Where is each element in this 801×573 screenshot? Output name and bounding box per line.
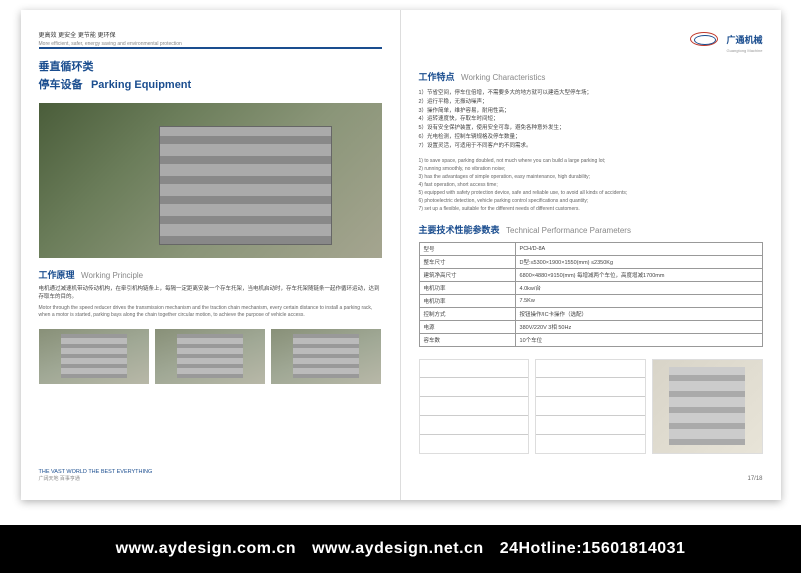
logo-subtitle: Guangtong Machine — [690, 48, 762, 53]
table-cell: 电源 — [419, 320, 515, 333]
technical-drawing-side — [535, 359, 646, 454]
table-cell: 4.0kw/台 — [515, 281, 762, 294]
wc-title-cn: 工作特点 — [419, 72, 455, 82]
diagram-row — [419, 359, 763, 454]
wp-title-cn: 工作原理 — [39, 270, 75, 280]
footer-url-2: www.aydesign.net.cn — [312, 540, 484, 558]
page-number: 17/18 — [747, 476, 762, 482]
footer-url-1: www.aydesign.com.cn — [116, 540, 297, 558]
wp-body-en: Motor through the speed reducer drives t… — [39, 305, 382, 319]
table-cell: 7.5Kw — [515, 294, 762, 307]
logo-text: 广通机械 — [726, 35, 762, 45]
table-row: 控制方式按钮操作/IC卡操作（选配） — [419, 307, 762, 320]
table-cell: 整车尺寸 — [419, 255, 515, 268]
table-cell: 6800×4880×9150(mm) 每增减两个车位，高度增减1700mm — [515, 268, 762, 281]
table-cell: 控制方式 — [419, 307, 515, 320]
thumb-photo-2 — [155, 329, 265, 384]
thumb-photo-3 — [271, 329, 381, 384]
table-cell: 380V/220V 3相 50Hz — [515, 320, 762, 333]
table-row: 整车尺寸D型:≤5300×1900×1550(mm) ≤2350Kg — [419, 255, 762, 268]
title-block: 垂直循环类 停车设备 Parking Equipment — [39, 57, 382, 93]
category-cn: 垂直循环类 — [39, 58, 94, 74]
table-cell: 10个车位 — [515, 333, 762, 346]
wc-title-en: Working Characteristics — [461, 73, 545, 82]
table-row: 电机功率7.5Kw — [419, 294, 762, 307]
two-page-spread: 更高效 更安全 更节能 更环保 More efficient, safer, e… — [21, 10, 781, 500]
company-logo: 广通机械 Guangtong Machine — [690, 30, 762, 53]
tp-title-cn: 主要技术性能参数表 — [419, 225, 500, 235]
wc-item-en: 5) equipped with safety protection devic… — [419, 189, 763, 197]
logo-swoosh-icon — [690, 32, 718, 46]
installation-photo — [652, 359, 763, 454]
tp-title-en: Technical Performance Parameters — [506, 226, 631, 235]
table-cell: 容车数 — [419, 333, 515, 346]
table-cell: 电机功率 — [419, 281, 515, 294]
table-cell: 建筑净高尺寸 — [419, 268, 515, 281]
wc-item-cn: 4）运转速度快，存取车时间短； — [419, 115, 763, 124]
header-divider — [39, 47, 382, 49]
tagline-cn: 更高效 更安全 更节能 更环保 — [39, 30, 382, 39]
wc-item-en: 3) has the advantages of simple operatio… — [419, 173, 763, 181]
table-row: 容车数10个车位 — [419, 333, 762, 346]
technical-drawing-front — [419, 359, 530, 454]
right-page: 广通机械 Guangtong Machine 工作特点 Working Char… — [401, 10, 781, 500]
wc-item-en: 6) photoelectric detection, vehicle park… — [419, 197, 763, 205]
working-principle-heading: 工作原理 Working Principle — [39, 268, 382, 281]
wc-item-en: 4) fast operation, short access time; — [419, 181, 763, 189]
wp-body-cn: 电机通过减速机带动传动机构，在牵引机构链条上，每隔一定距离安装一个存车托架，当电… — [39, 285, 382, 302]
table-cell: 按钮操作/IC卡操作（选配） — [515, 307, 762, 320]
table-cell: 型号 — [419, 242, 515, 255]
footer-hotline: 24Hotline:15601814031 — [500, 540, 686, 558]
wc-list-cn: 1）节省空间，停车位倍增，不需要多大的地方就可以建造大型停车场；2）运行平稳，无… — [419, 89, 763, 151]
wc-item-cn: 7）设置灵活，可适用于不同客户的不同需求。 — [419, 142, 763, 151]
wc-item-en: 1) to save space, parking doubled, not m… — [419, 157, 763, 165]
wc-item-cn: 2）运行平稳，无振动噪声； — [419, 98, 763, 107]
wc-item-cn: 5）设有安全保护装置，使用安全可靠，避免各种意外发生； — [419, 124, 763, 133]
wc-item-cn: 1）节省空间，停车位倍增，不需要多大的地方就可以建造大型停车场； — [419, 89, 763, 98]
wp-title-en: Working Principle — [81, 271, 143, 280]
wc-item-cn: 3）操作简单，维护容易，耐用性高； — [419, 107, 763, 116]
title-cn: 停车设备 — [39, 76, 83, 92]
tagline-block: 更高效 更安全 更节能 更环保 More efficient, safer, e… — [39, 30, 382, 47]
wc-item-cn: 6）光电检测，控制车辆规格及停车数量； — [419, 133, 763, 142]
table-row: 电机功率4.0kw/台 — [419, 281, 762, 294]
thumb-photo-1 — [39, 329, 149, 384]
table-cell: 电机功率 — [419, 294, 515, 307]
working-char-heading: 工作特点 Working Characteristics — [419, 70, 763, 83]
brochure-spread-container: 更高效 更安全 更节能 更环保 More efficient, safer, e… — [0, 10, 801, 573]
footer-cn: 广阔天地 百事亨通 — [39, 475, 153, 482]
wc-list-en: 1) to save space, parking doubled, not m… — [419, 157, 763, 213]
left-page: 更高效 更安全 更节能 更环保 More efficient, safer, e… — [21, 10, 401, 500]
thumbnail-row — [39, 329, 382, 384]
table-cell: PCH/D-8A — [515, 242, 762, 255]
watermark-footer: www.aydesign.com.cn www.aydesign.net.cn … — [0, 525, 801, 573]
title-en: Parking Equipment — [91, 79, 191, 91]
wc-item-en: 7) set up a flexible, suitable for the d… — [419, 205, 763, 213]
wc-item-en: 2) running smoothly, no vibration noise; — [419, 165, 763, 173]
table-cell: D型:≤5300×1900×1550(mm) ≤2350Kg — [515, 255, 762, 268]
table-row: 电源380V/220V 3相 50Hz — [419, 320, 762, 333]
parameters-table: 型号PCH/D-8A整车尺寸D型:≤5300×1900×1550(mm) ≤23… — [419, 242, 763, 347]
table-row: 建筑净高尺寸6800×4880×9150(mm) 每增减两个车位，高度增减170… — [419, 268, 762, 281]
left-footer: THE VAST WORLD THE BEST EVERYTHING 广阔天地 … — [39, 469, 153, 482]
tech-params-heading: 主要技术性能参数表 Technical Performance Paramete… — [419, 223, 763, 236]
hero-parking-tower-photo — [39, 103, 382, 258]
table-row: 型号PCH/D-8A — [419, 242, 762, 255]
